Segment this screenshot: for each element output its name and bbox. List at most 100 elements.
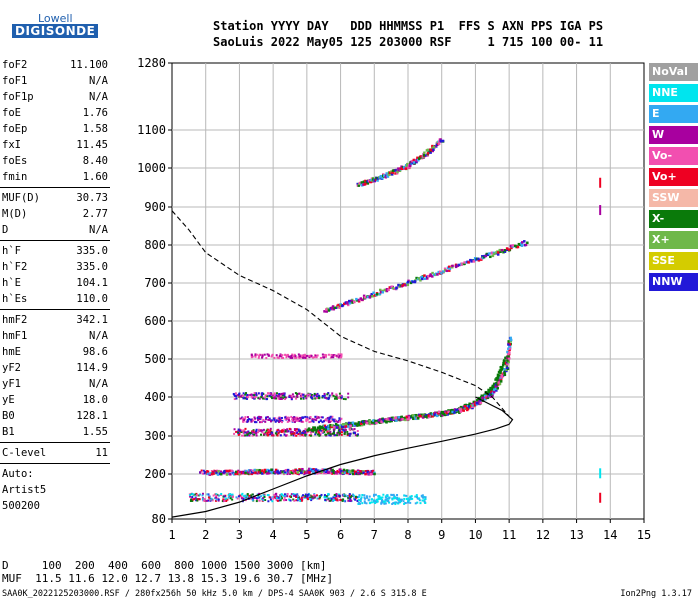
echo-point: [257, 418, 260, 421]
echo-point: [195, 499, 198, 502]
trace-point: [506, 363, 509, 366]
echo-point: [266, 432, 269, 435]
trace-point: [325, 310, 328, 313]
echo-point: [228, 495, 231, 498]
echo-point: [201, 497, 204, 500]
trace-point: [483, 394, 487, 398]
echo-point: [337, 431, 340, 434]
echo-point: [251, 418, 254, 421]
trace-point: [526, 241, 529, 245]
echo-point: [278, 430, 281, 433]
legend-item: X+: [649, 231, 698, 249]
trace-point: [498, 248, 502, 252]
echo-point: [335, 394, 338, 397]
trace-point: [213, 470, 217, 473]
echo-point: [297, 353, 300, 356]
echo-point: [292, 493, 295, 496]
echo-point: [346, 433, 349, 436]
echo-point: [356, 434, 359, 437]
trace-point: [523, 240, 526, 243]
trace-point: [357, 184, 361, 187]
trace-point: [327, 424, 331, 428]
echo-point: [329, 497, 332, 500]
trace-point: [331, 305, 335, 308]
echo-point: [302, 356, 305, 359]
echo-point: [255, 430, 258, 433]
echo-point: [282, 494, 285, 497]
echo-point: [246, 396, 249, 399]
trace-point: [433, 413, 437, 416]
echo-point: [298, 356, 301, 359]
echo-point: [246, 416, 249, 419]
trace-point: [481, 396, 484, 400]
trace-point: [402, 166, 406, 169]
trace-point: [356, 422, 360, 426]
echo-point: [199, 471, 202, 474]
trace-point: [506, 359, 509, 362]
echo-point: [390, 493, 393, 496]
x-tick-label: 8: [404, 528, 411, 542]
param-row: foF1p N/A: [2, 89, 108, 105]
echo-point: [423, 500, 426, 503]
trace-point: [219, 472, 223, 476]
trace-point: [323, 310, 326, 313]
trace-point: [429, 273, 433, 276]
echo-point: [294, 356, 297, 359]
param-row: h`F 335.0: [2, 243, 108, 259]
echo-point: [399, 498, 402, 501]
echo-point: [210, 498, 213, 501]
echo-point: [248, 494, 251, 497]
echo-point: [289, 499, 292, 502]
param-name: hmF2: [2, 314, 28, 326]
trace-point: [488, 390, 491, 393]
trace-point: [455, 408, 458, 412]
echo-point: [288, 355, 291, 358]
echo-point: [340, 353, 343, 356]
trace-point: [362, 420, 365, 424]
trace-point: [499, 371, 502, 375]
trace-point: [319, 425, 323, 429]
echo-point: [251, 396, 254, 399]
trace-point: [317, 426, 320, 429]
trace-point: [407, 166, 410, 169]
trace-point: [216, 473, 220, 476]
trace-point: [495, 381, 498, 385]
echo-point: [356, 496, 359, 499]
trace-point: [332, 307, 335, 311]
echo-point: [313, 496, 316, 499]
trace-point: [447, 409, 450, 412]
echo-point: [363, 500, 366, 503]
trace-point: [419, 415, 422, 418]
echo-point: [266, 395, 269, 398]
echo-point: [342, 493, 345, 496]
echo-point: [293, 353, 296, 356]
echo-point: [327, 392, 330, 395]
echo-point: [300, 499, 303, 502]
echo-point: [291, 393, 294, 396]
echo-point: [340, 428, 343, 431]
y-tick-label: 400: [144, 390, 166, 404]
trace-point: [311, 429, 315, 432]
echo-point: [319, 496, 322, 499]
echo-point: [251, 497, 254, 500]
header-line1: Station YYYY DAY DDD HHMMSS P1 FFS S AXN…: [213, 19, 604, 33]
echo-point: [241, 395, 244, 398]
echo-point: [266, 415, 269, 418]
trace-point: [306, 470, 309, 474]
echo-point: [361, 502, 364, 505]
trace-point: [508, 357, 511, 360]
trace-point: [315, 470, 318, 474]
echo-point: [246, 420, 249, 423]
echo-point: [321, 353, 324, 356]
trace-point: [244, 471, 247, 475]
trace-point: [339, 424, 342, 428]
echo-point: [255, 432, 258, 435]
echo-point: [295, 495, 298, 498]
echo-point: [335, 397, 338, 400]
echo-point: [203, 498, 206, 501]
echo-point: [286, 428, 289, 431]
trace-point: [263, 471, 266, 474]
echo-point: [263, 396, 266, 399]
trace-point: [376, 420, 379, 423]
echo-point: [330, 497, 333, 500]
